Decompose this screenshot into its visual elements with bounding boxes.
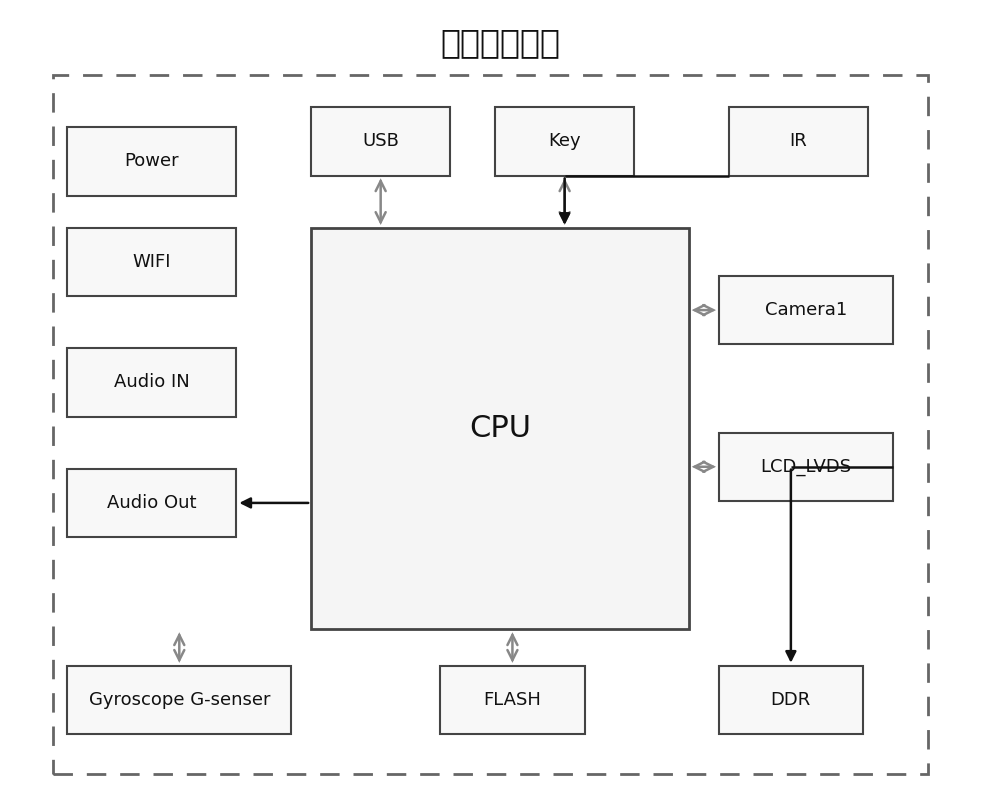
Text: CPU: CPU bbox=[469, 414, 531, 443]
Bar bbox=[729, 108, 868, 176]
Text: FLASH: FLASH bbox=[483, 691, 541, 709]
Bar bbox=[67, 666, 291, 734]
Text: Power: Power bbox=[125, 152, 179, 171]
Text: USB: USB bbox=[362, 133, 399, 150]
Bar bbox=[311, 108, 450, 176]
Bar bbox=[719, 276, 893, 345]
Text: LCD_LVDS: LCD_LVDS bbox=[760, 458, 851, 476]
Bar bbox=[67, 348, 236, 417]
Text: 智能显示终端: 智能显示终端 bbox=[440, 27, 560, 59]
Bar bbox=[719, 433, 893, 501]
Text: Audio IN: Audio IN bbox=[114, 374, 190, 392]
Bar bbox=[67, 468, 236, 537]
Bar bbox=[67, 127, 236, 196]
Text: Camera1: Camera1 bbox=[765, 301, 847, 319]
Bar bbox=[53, 75, 928, 774]
Bar bbox=[719, 666, 863, 734]
Bar bbox=[67, 228, 236, 296]
Bar bbox=[495, 108, 634, 176]
Text: Audio Out: Audio Out bbox=[107, 494, 197, 512]
Text: Gyroscope G-senser: Gyroscope G-senser bbox=[89, 691, 270, 709]
Text: DDR: DDR bbox=[771, 691, 811, 709]
Text: IR: IR bbox=[789, 133, 807, 150]
Bar bbox=[440, 666, 585, 734]
Bar bbox=[311, 228, 689, 629]
Text: Key: Key bbox=[548, 133, 581, 150]
Text: WIFI: WIFI bbox=[133, 253, 171, 271]
